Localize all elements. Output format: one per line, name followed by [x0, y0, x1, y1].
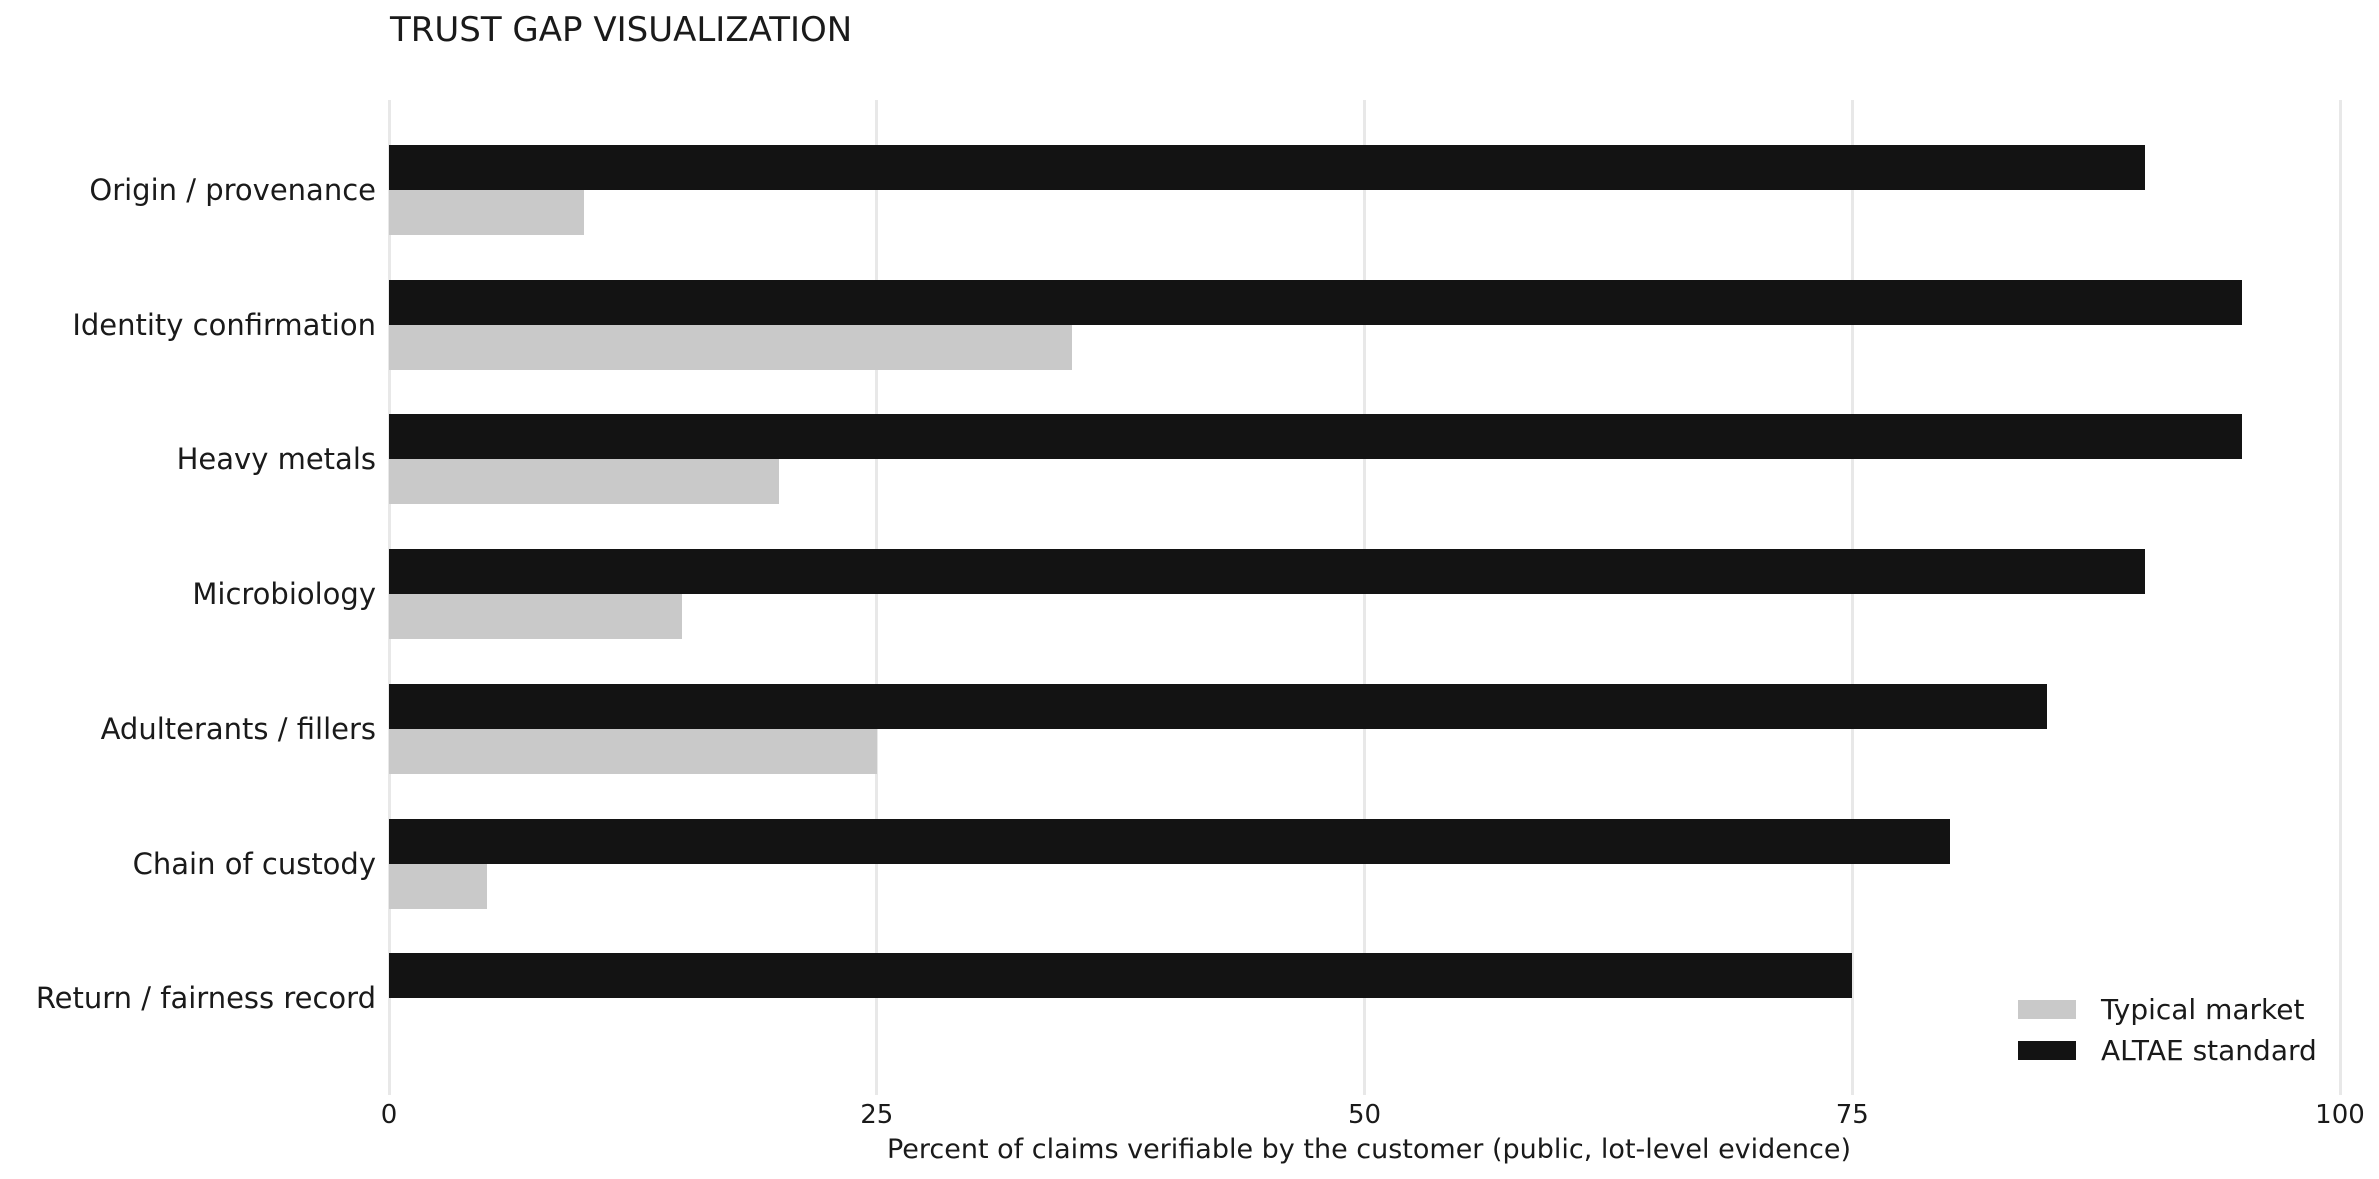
bar-typical-market-6 — [389, 863, 487, 909]
bar-typical-market-4 — [389, 594, 682, 640]
legend-item-typical-market: Typical market — [2018, 989, 2317, 1030]
x-tick-label-75: 75 — [1835, 1100, 1869, 1130]
bar-altae-standard-3 — [389, 414, 2243, 460]
category-label-3: Heavy metals — [176, 442, 376, 477]
bar-altae-standard-4 — [389, 549, 2145, 595]
bar-altae-standard-2 — [389, 279, 2243, 325]
gridline-x-100 — [2338, 100, 2342, 1095]
category-label-6: Chain of custody — [132, 846, 376, 881]
gridline-x-50 — [1363, 100, 1366, 1095]
x-tick-label-100: 100 — [2315, 1100, 2365, 1130]
bar-typical-market-5 — [389, 728, 877, 774]
category-label-7: Return / fairness record — [35, 981, 376, 1016]
x-tick-label-0: 0 — [380, 1100, 398, 1130]
bar-altae-standard-5 — [389, 683, 2048, 729]
legend-swatch-typical-market — [2018, 1000, 2076, 1019]
category-label-2: Identity confirmation — [72, 307, 376, 342]
bar-typical-market-1 — [389, 190, 585, 235]
x-tick-label-25: 25 — [860, 1100, 894, 1130]
bar-typical-market-2 — [389, 324, 1072, 370]
gridline-x-75 — [1850, 100, 1854, 1095]
bar-typical-market-3 — [389, 459, 780, 505]
legend-label-typical-market: Typical market — [2101, 993, 2305, 1026]
gridline-x-25 — [875, 100, 879, 1095]
legend: Typical market ALTAE standard — [2018, 989, 2317, 1071]
category-label-1: Origin / provenance — [89, 173, 376, 207]
category-label-4: Microbiology — [192, 577, 376, 612]
bar-altae-standard-6 — [389, 818, 1950, 864]
legend-swatch-altae-standard — [2018, 1041, 2076, 1060]
chart-title: TRUST GAP VISUALIZATION — [390, 10, 853, 50]
category-label-5: Adulterants / fillers — [100, 711, 376, 746]
plot-area — [387, 100, 2349, 1095]
legend-item-altae-standard: ALTAE standard — [2018, 1030, 2317, 1071]
bar-altae-standard-7 — [389, 953, 1853, 999]
bar-altae-standard-1 — [389, 145, 2145, 190]
legend-label-altae-standard: ALTAE standard — [2101, 1034, 2317, 1067]
x-tick-label-50: 50 — [1347, 1100, 1382, 1130]
x-axis-label: Percent of claims verifiable by the cust… — [886, 1134, 1852, 1165]
